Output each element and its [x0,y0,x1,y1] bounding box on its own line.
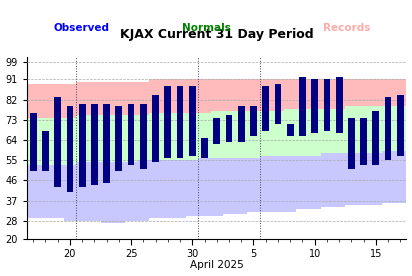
Bar [238,106,245,142]
Bar [372,111,379,165]
Title: KJAX Current 31 Day Period: KJAX Current 31 Day Period [120,28,314,41]
Bar [226,115,232,142]
Bar [103,104,110,183]
Bar [128,104,134,165]
Bar [140,104,147,169]
Bar [385,97,391,160]
Bar [91,104,98,185]
Text: Records: Records [323,23,371,33]
Bar [274,84,281,124]
Bar [67,106,73,192]
Bar [213,118,220,145]
Bar [250,106,257,136]
Bar [115,106,122,171]
Bar [177,86,183,158]
Bar [189,86,196,156]
Bar [323,79,330,131]
Bar [42,131,49,171]
Bar [152,95,159,163]
Bar [311,79,318,133]
Bar [287,124,294,136]
Bar [336,77,342,133]
Bar [79,104,86,187]
Text: Observed: Observed [54,23,110,33]
X-axis label: April 2025: April 2025 [190,261,243,270]
Bar [299,77,306,136]
Bar [201,138,208,158]
Bar [360,118,367,165]
Bar [54,97,61,187]
Bar [164,86,171,158]
Bar [262,86,269,131]
Bar [397,95,404,156]
Bar [348,118,355,169]
Bar [30,113,37,171]
Text: Normals: Normals [182,23,230,33]
